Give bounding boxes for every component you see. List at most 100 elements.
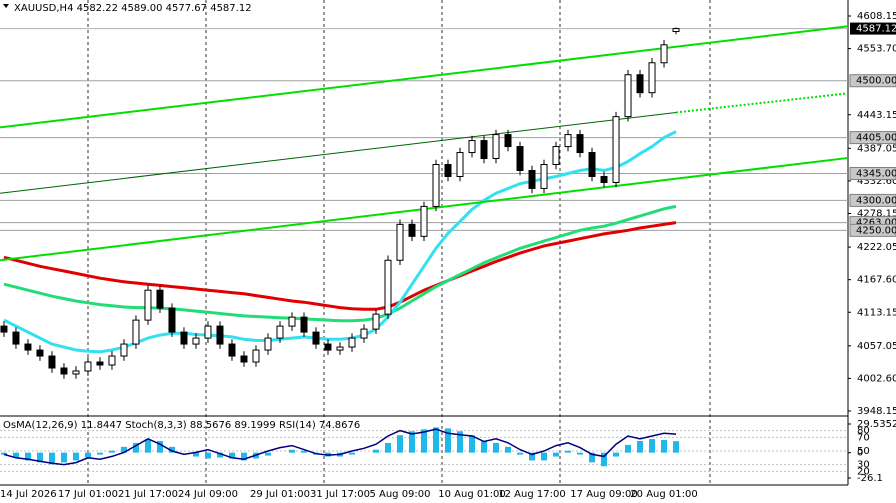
candle-body (456, 152, 464, 177)
trend-line (0, 25, 849, 129)
x-tick-label: 31 Jul 17:00 (310, 489, 370, 500)
y-tick-label: 4057.05 (857, 341, 896, 352)
moving-average (3, 130, 677, 354)
candle-body (108, 355, 116, 366)
candle-body (276, 325, 284, 339)
candle-body (36, 349, 44, 357)
level-label-box (849, 131, 896, 145)
level-label: 4250.00 (856, 225, 896, 236)
osma-bar (601, 452, 608, 467)
candle-body (360, 328, 368, 339)
osma-bar (553, 452, 560, 457)
last-price-label: 4587.12 (856, 24, 896, 35)
candle-body (48, 355, 56, 369)
osma-bar (661, 440, 668, 453)
candle-body (516, 146, 524, 171)
candle-body (348, 337, 356, 348)
rsi-tick-label: 30 (857, 460, 870, 471)
osma-bar (372, 449, 379, 453)
y-tick-label: 4608.15 (857, 11, 896, 22)
osma-bar (529, 452, 536, 461)
level-label-box (849, 166, 896, 180)
x-tick-label: 14 Jul 2026 (0, 489, 57, 500)
candle-body (84, 361, 92, 372)
osma-bar (445, 428, 452, 453)
osma-bar (613, 452, 620, 457)
x-tick-label: 17 Aug 09:00 (570, 489, 637, 500)
level-label: 4345.00 (856, 168, 896, 179)
candle-body (540, 164, 548, 189)
candle-body (600, 175, 608, 183)
y-tick-label: 4332.60 (857, 176, 896, 187)
osma-bar (72, 452, 79, 461)
level-label: 4500.00 (856, 76, 896, 87)
candle-body (432, 164, 440, 207)
candle-body (468, 140, 476, 154)
osma-bar (264, 452, 271, 456)
trend-line (675, 92, 849, 114)
candle-body (120, 343, 128, 357)
candle-body (228, 343, 236, 357)
y-tick-label: 4167.60 (857, 275, 896, 286)
osma-bar (493, 442, 500, 453)
osma-bar (96, 452, 103, 455)
osma-bar (625, 444, 632, 453)
osma-bar (228, 452, 235, 459)
candle-body (576, 134, 584, 154)
candle-body (240, 355, 248, 363)
osma-bar (132, 442, 139, 453)
candle-body (612, 116, 620, 183)
osma-bar (469, 435, 476, 453)
level-label-box (849, 193, 896, 207)
y-tick-label: 3948.15 (857, 406, 896, 417)
osma-bar (565, 450, 572, 453)
osma-bar (60, 452, 67, 463)
rsi-line (3, 428, 677, 466)
candle-body (264, 337, 272, 351)
osma-bar (300, 450, 307, 453)
osma-bar (433, 427, 440, 453)
candle-body (12, 331, 20, 345)
osma-bar (144, 439, 151, 453)
candle-body (372, 313, 380, 330)
level-label-box (849, 74, 896, 88)
candle-body (564, 134, 572, 148)
osma-bar (649, 439, 656, 453)
x-tick-label: 17 Jul 01:00 (58, 489, 118, 500)
x-tick-label: 21 Jul 17:00 (118, 489, 178, 500)
candle-body (504, 134, 512, 148)
candle-body (660, 44, 668, 64)
candle-body (636, 74, 644, 94)
y-tick-label: 4113.15 (857, 307, 896, 318)
candle-body (384, 259, 392, 315)
osma-bar (204, 452, 211, 459)
candle-body (300, 316, 308, 333)
x-tick-label: 5 Aug 09:00 (369, 489, 430, 500)
candle-body (336, 346, 344, 351)
y-tick-label: 4553.70 (857, 44, 896, 55)
candle-body (96, 361, 104, 366)
candle-body (60, 367, 68, 375)
osma-bar (216, 452, 223, 458)
osma-bar (192, 452, 199, 457)
symbol-marker (3, 4, 9, 8)
y-tick-label: 4002.60 (857, 373, 896, 384)
candle-body (132, 319, 140, 345)
y-tick-label: 4278.15 (857, 209, 896, 220)
rsi-tick-label: 20 (857, 466, 870, 477)
osma-bar (348, 452, 355, 455)
candle-body (204, 325, 212, 339)
y-tick-label: 4443.15 (857, 110, 896, 121)
x-tick-label: 29 Jul 01:00 (250, 489, 310, 500)
candle-body (588, 152, 596, 177)
last-price-box (850, 22, 896, 35)
candle-body (528, 169, 536, 189)
candle-body (216, 325, 224, 345)
candle-body (324, 343, 332, 351)
moving-average (3, 204, 677, 323)
candle-body (492, 134, 500, 160)
osma-bar (168, 446, 175, 453)
level-label: 4300.00 (856, 195, 896, 206)
